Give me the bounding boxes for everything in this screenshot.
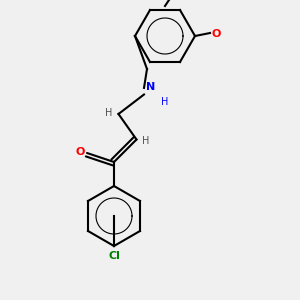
- Text: H: H: [104, 107, 112, 118]
- Text: H: H: [160, 97, 168, 107]
- Text: H: H: [142, 136, 149, 146]
- Text: N: N: [146, 82, 156, 92]
- Text: O: O: [212, 28, 221, 39]
- Text: O: O: [76, 146, 85, 157]
- Text: Cl: Cl: [108, 251, 120, 261]
